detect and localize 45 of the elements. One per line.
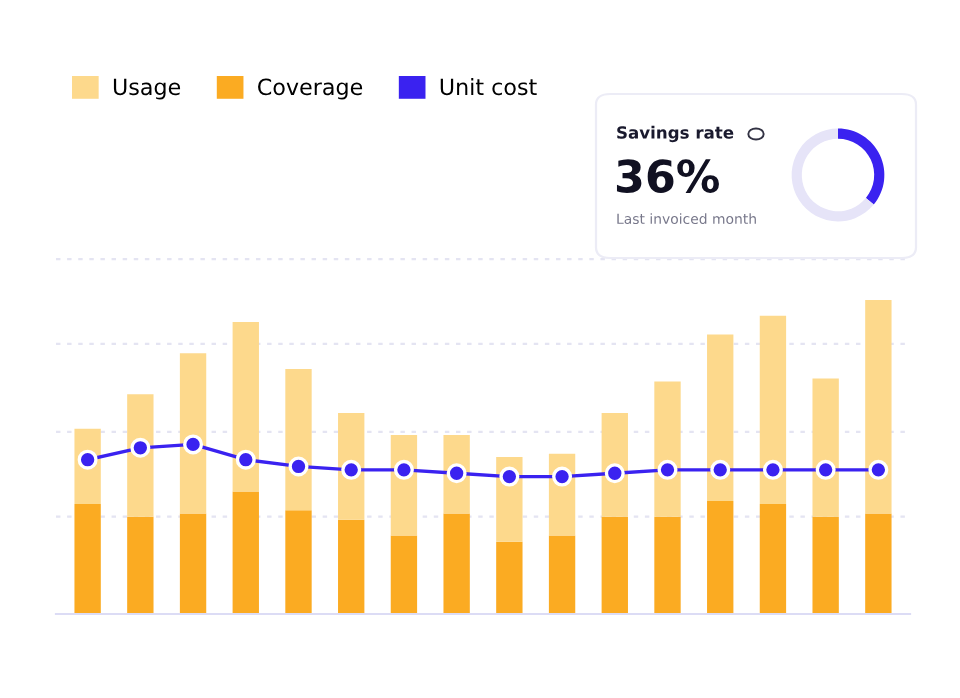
- bar: [338, 519, 365, 614]
- point: [815, 459, 836, 480]
- point: [183, 434, 204, 455]
- bar: [285, 510, 312, 614]
- donut-slice: [791, 128, 874, 222]
- bar: [759, 504, 787, 614]
- point: [552, 466, 573, 487]
- point: [762, 459, 783, 480]
- bar: [232, 321, 259, 492]
- bar: [707, 500, 734, 614]
- bar: [179, 513, 207, 614]
- donut-slice: [838, 128, 885, 205]
- chart-title: Savings rate: [617, 125, 734, 143]
- bar: [548, 535, 576, 614]
- bar: [179, 353, 207, 514]
- legend-label: Usage: [113, 78, 181, 100]
- bar: [812, 516, 839, 614]
- point: [499, 466, 520, 487]
- bar: [443, 513, 470, 614]
- legend-label: Coverage: [258, 78, 363, 100]
- bar: [654, 381, 681, 517]
- bar: [285, 369, 312, 511]
- point: [130, 437, 151, 458]
- text: 36%: [616, 159, 719, 193]
- bar: [865, 299, 892, 514]
- bar: [74, 504, 101, 614]
- bar: [601, 516, 628, 614]
- point: [710, 459, 731, 480]
- point: [288, 456, 309, 477]
- bar: [707, 334, 734, 501]
- bar: [865, 513, 892, 614]
- bar: [654, 516, 681, 614]
- bar: [390, 535, 418, 614]
- legend-label: Unit cost: [440, 78, 537, 96]
- bar: [496, 541, 523, 614]
- bar: [759, 315, 787, 505]
- point: [657, 459, 678, 480]
- point: [341, 459, 362, 480]
- point: [393, 459, 414, 480]
- point: [604, 463, 625, 484]
- bar: [127, 516, 154, 614]
- bar: [232, 491, 259, 614]
- point: [868, 459, 889, 480]
- point: [235, 449, 256, 470]
- bar: [812, 378, 839, 517]
